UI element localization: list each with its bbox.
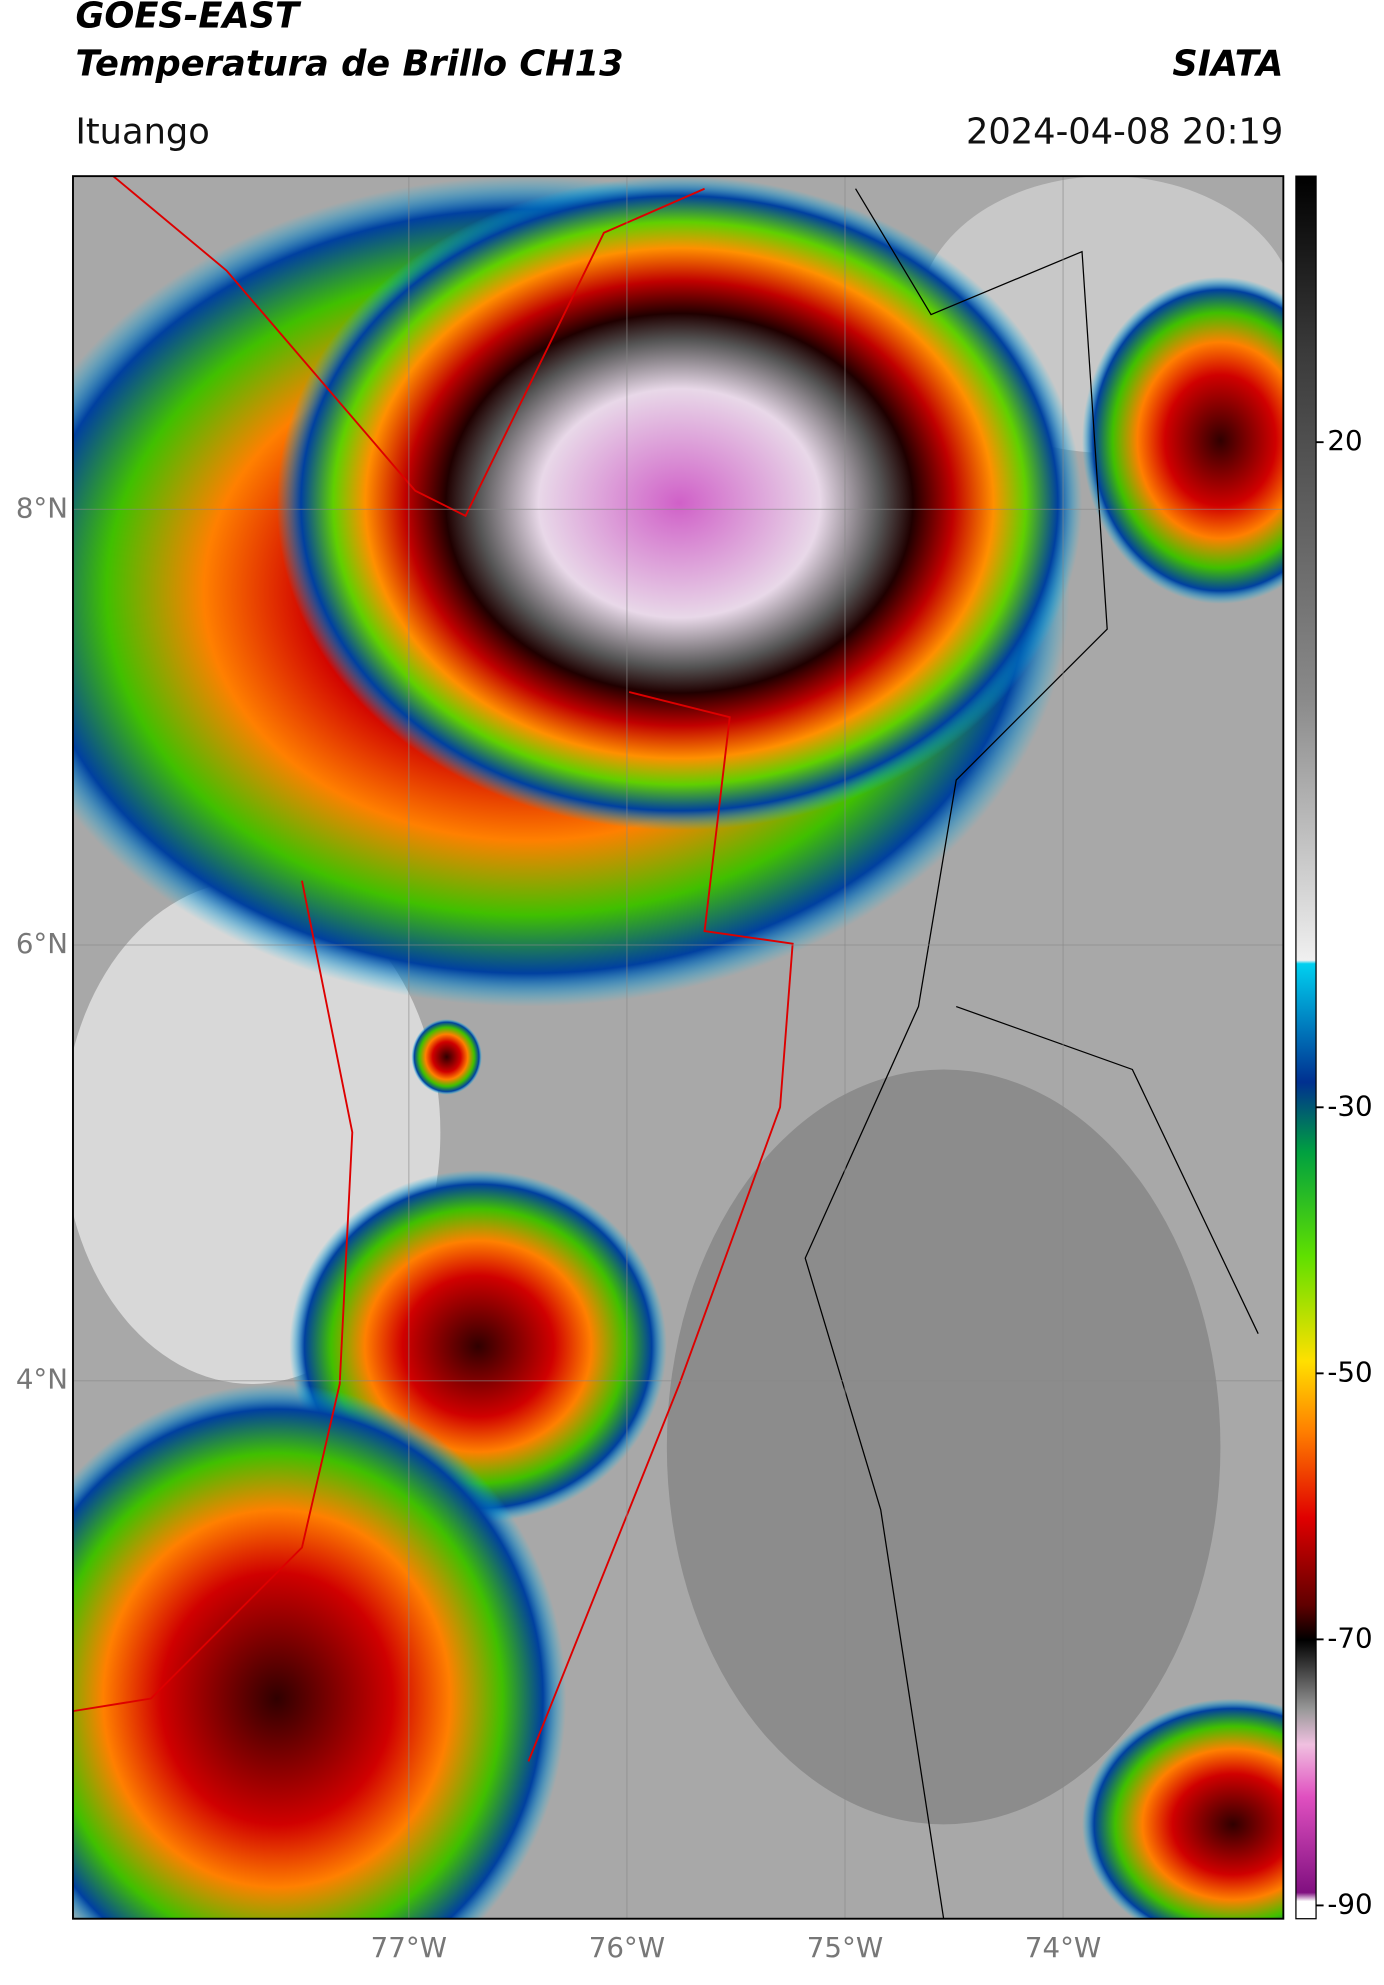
- satellite-image: [72, 176, 1284, 1919]
- colorbar-tick-label: -30: [1327, 1089, 1372, 1122]
- lon-tick-label: 77°W: [371, 1931, 447, 1964]
- location: Ituango: [75, 111, 209, 152]
- lat-tick-label: 8°N: [16, 491, 68, 524]
- lon-tick-label: 75°W: [807, 1931, 883, 1964]
- lon-tick-label: 74°W: [1025, 1931, 1101, 1964]
- colorbar-tick-label: -70: [1327, 1621, 1372, 1654]
- lat-tick-label: 6°N: [16, 927, 68, 960]
- lat-tick-label: 4°N: [16, 1363, 68, 1396]
- lon-tick-label: 76°W: [589, 1931, 665, 1964]
- colorbar-tick-label: -50: [1327, 1355, 1372, 1388]
- map-frame: [72, 175, 1285, 1920]
- subtitle: Temperatura de Brillo CH13: [75, 43, 623, 84]
- colorbar: [1295, 175, 1317, 1920]
- title: GOES-EAST: [75, 0, 302, 37]
- agency: SIATA: [1172, 43, 1283, 84]
- datetime: 2024-04-08 20:19: [966, 111, 1283, 152]
- colorbar-tick-label: -90: [1327, 1887, 1372, 1920]
- colorbar-tick-label: 20: [1327, 424, 1362, 457]
